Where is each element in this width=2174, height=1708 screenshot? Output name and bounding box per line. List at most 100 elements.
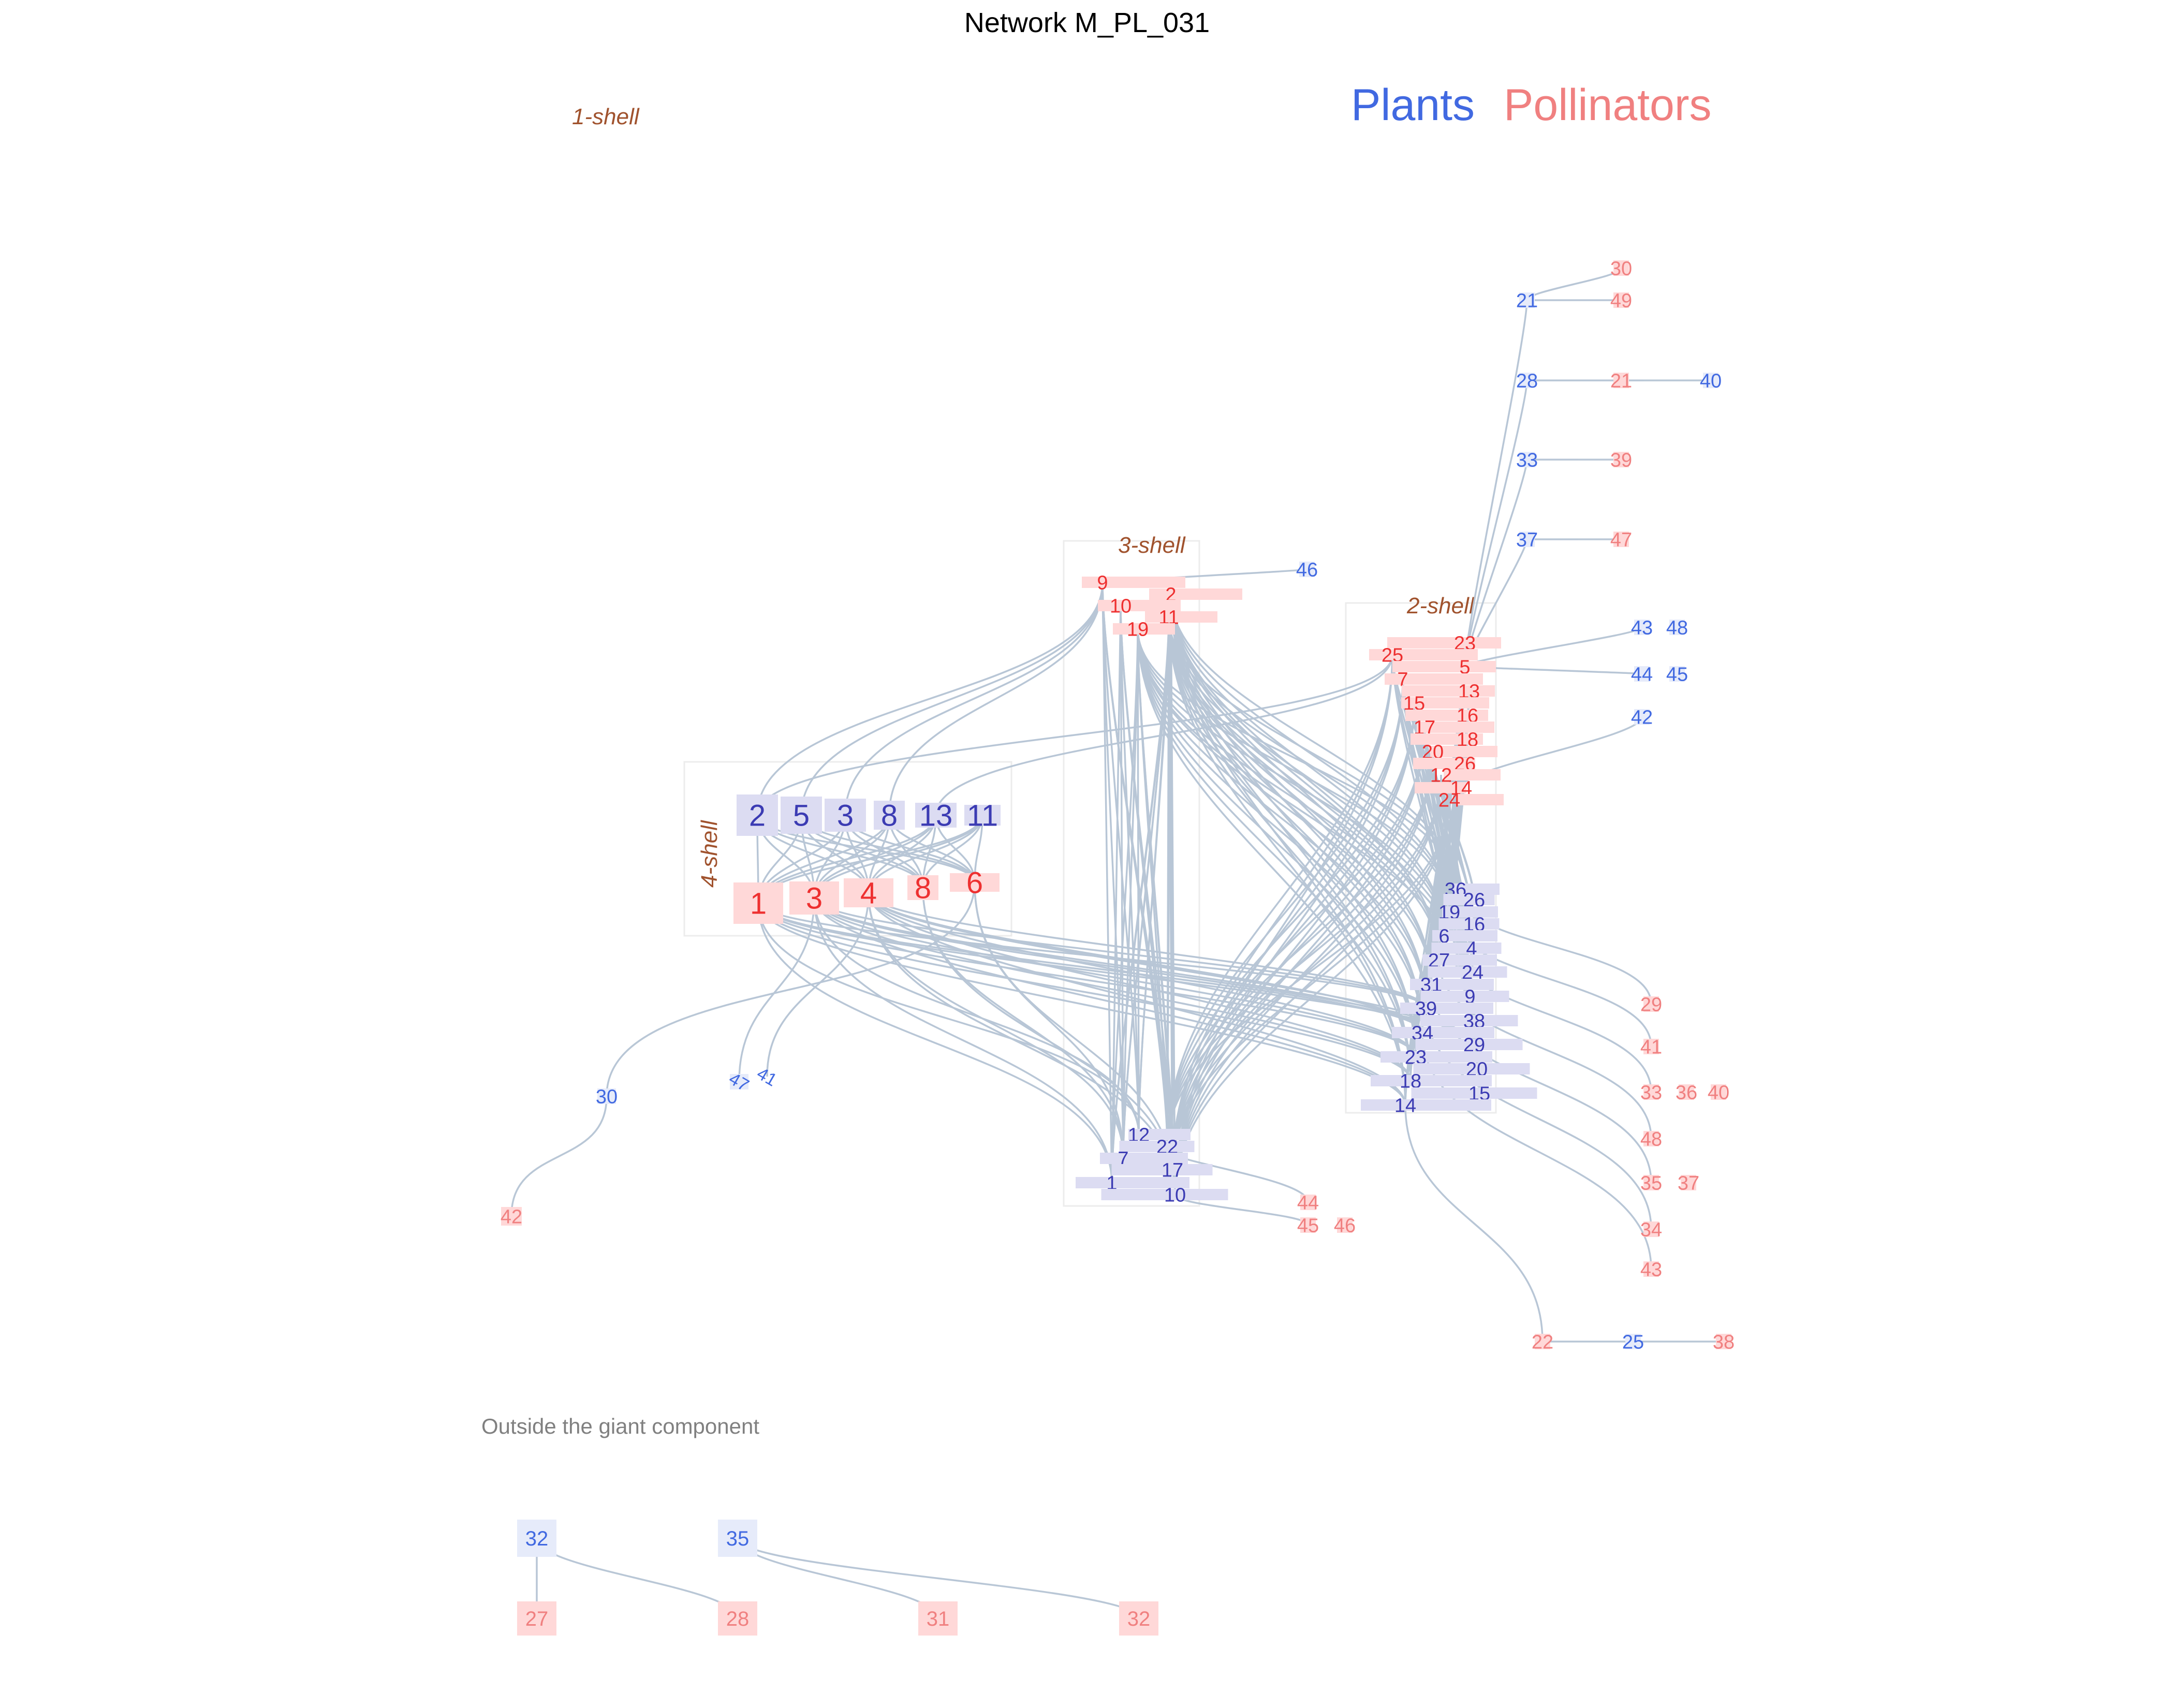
periph-plant-44-box: [1634, 666, 1650, 682]
link: [1166, 774, 1442, 1147]
periph-pollinator-49-box: [1613, 292, 1629, 308]
link: [1137, 628, 1140, 1135]
link: [813, 897, 1113, 1183]
core-plant-8: 8: [874, 799, 905, 832]
periph-plant-42-box: [1634, 709, 1650, 725]
core-pollinator-1-box: [733, 882, 783, 924]
core-pollinator-6-box: [950, 873, 1000, 892]
periph-plant-40-box: [1703, 373, 1718, 388]
shell4-label: 4-shell: [697, 820, 722, 888]
periph-pollinator-45: 45: [1297, 1215, 1319, 1236]
periph-pollinator-48: 48: [1640, 1128, 1662, 1150]
periph-pollinator-47-label: 47: [1610, 529, 1632, 551]
periph-pollinator-35-label: 35: [1640, 1172, 1662, 1194]
shell2-pollinator-14: 14: [1415, 777, 1472, 799]
link: [844, 582, 1104, 816]
periph-plant-40: 40: [1700, 370, 1722, 392]
outside-pollinator-32-label: 32: [1127, 1608, 1151, 1630]
periph-pollinator-38-box: [1716, 1334, 1731, 1349]
periph-pollinator-30-box: [1613, 260, 1629, 276]
link: [813, 897, 1412, 1081]
core-pollinator-3: 3: [789, 881, 839, 915]
periph-plant-43-label: 43: [1631, 617, 1653, 639]
link: [1171, 679, 1404, 1170]
core-pollinator-8-label: 8: [915, 871, 931, 905]
shell2-plant-23: 23: [1380, 1047, 1492, 1068]
periph-pollinator-29-label: 29: [1640, 994, 1662, 1015]
shell2-plant-14: 14: [1361, 1095, 1491, 1116]
link: [1168, 616, 1406, 1106]
shell1-label: 1-shell: [572, 104, 640, 129]
shell2-pollinator-24-label: 24: [1438, 789, 1460, 811]
periph-pollinator-44-label: 44: [1297, 1192, 1319, 1214]
link: [868, 892, 1412, 1081]
link: [888, 582, 1104, 816]
link: [1171, 654, 1393, 1170]
core-plant-5: 5: [781, 797, 822, 834]
outside-plant-32-label: 32: [525, 1527, 549, 1550]
outside-pollinator-32: 32: [1119, 1601, 1158, 1636]
shell2-plant-6-box: [1432, 930, 1497, 941]
periph-plant-48-box: [1669, 620, 1685, 635]
periph-pollinator-29: 29: [1640, 994, 1662, 1015]
shell2-plant-31-box: [1410, 979, 1494, 990]
shell2-pollinator-15-box: [1401, 697, 1489, 709]
core-pollinator-8-box: [907, 875, 938, 900]
shell2-plant-14-box: [1361, 1099, 1491, 1111]
periph-plant-47-box: [730, 1074, 748, 1089]
periph-plant-46-label: 46: [1296, 559, 1318, 581]
periph-pollinator-47: 47: [1610, 529, 1632, 551]
outside-pollinator-28: 28: [718, 1601, 757, 1636]
shell2-plant-4: 4: [1431, 938, 1502, 960]
shell3-pollinator-9: 9: [1082, 572, 1185, 594]
core-pollinator-3-box: [789, 881, 839, 915]
periph-plant-30-label: 30: [596, 1086, 618, 1108]
periph-pollinator-48-box: [1643, 1131, 1659, 1146]
shell3-pollinator-10-label: 10: [1110, 595, 1132, 617]
link: [737, 1538, 939, 1619]
periph-plant-43: 43: [1631, 617, 1653, 639]
shell2-pollinator-13-box: [1402, 685, 1495, 697]
link: [757, 903, 1406, 1106]
link: [1168, 616, 1445, 936]
outside-plant-35-box: [718, 1520, 757, 1557]
legend-pollinators: Pollinators: [1504, 80, 1712, 130]
core-plant-2-box: [737, 794, 778, 836]
core-plant-2: 2: [737, 794, 778, 836]
shell3-plant-10-box: [1101, 1189, 1228, 1200]
shell3-pollinator-19: 19: [1113, 619, 1175, 640]
link: [1166, 727, 1426, 1147]
periph-pollinator-34: 34: [1640, 1219, 1662, 1241]
shell3-pollinator-9-box: [1082, 577, 1185, 588]
link: [1171, 727, 1426, 1170]
shell2-pollinator-18: 18: [1411, 729, 1483, 750]
shell3-pollinator-19-box: [1113, 623, 1175, 635]
periph-pollinator-33-label: 33: [1640, 1082, 1662, 1103]
link: [1168, 616, 1412, 1081]
shell3-plant-22-box: [1119, 1141, 1195, 1152]
periph-plant-46: 46: [1296, 559, 1318, 581]
shell2-plant-4-label: 4: [1466, 938, 1477, 960]
link: [1526, 268, 1622, 301]
periph-plant-28-label: 28: [1516, 370, 1538, 392]
periph-plant-25-label: 25: [1622, 1331, 1644, 1353]
periph-plant-21: 21: [1516, 290, 1538, 312]
shell2-pollinator-5-box: [1392, 661, 1496, 672]
periph-plant-37: 37: [1516, 529, 1538, 551]
outside-plant-35: 35: [718, 1520, 757, 1557]
shell2-plant-15-box: [1411, 1087, 1537, 1099]
periph-plant-42: 42: [1631, 706, 1653, 728]
core-plant-2-label: 2: [749, 799, 766, 832]
periph-pollinator-40: 40: [1708, 1082, 1729, 1103]
shell2-pollinator-7-box: [1385, 673, 1483, 685]
shell2-pollinator-7: 7: [1385, 669, 1483, 690]
periph-plant-46-box: [1299, 562, 1315, 577]
shell2-plant-24-box: [1428, 966, 1507, 978]
link: [1168, 616, 1423, 1033]
shell2-plant-19-box: [1442, 906, 1498, 918]
periph-plant-48-label: 48: [1666, 617, 1688, 639]
core-pollinator-8: 8: [907, 871, 938, 905]
link: [1464, 300, 1528, 667]
shell2-plant-4-box: [1431, 943, 1502, 954]
link: [868, 892, 1417, 1057]
